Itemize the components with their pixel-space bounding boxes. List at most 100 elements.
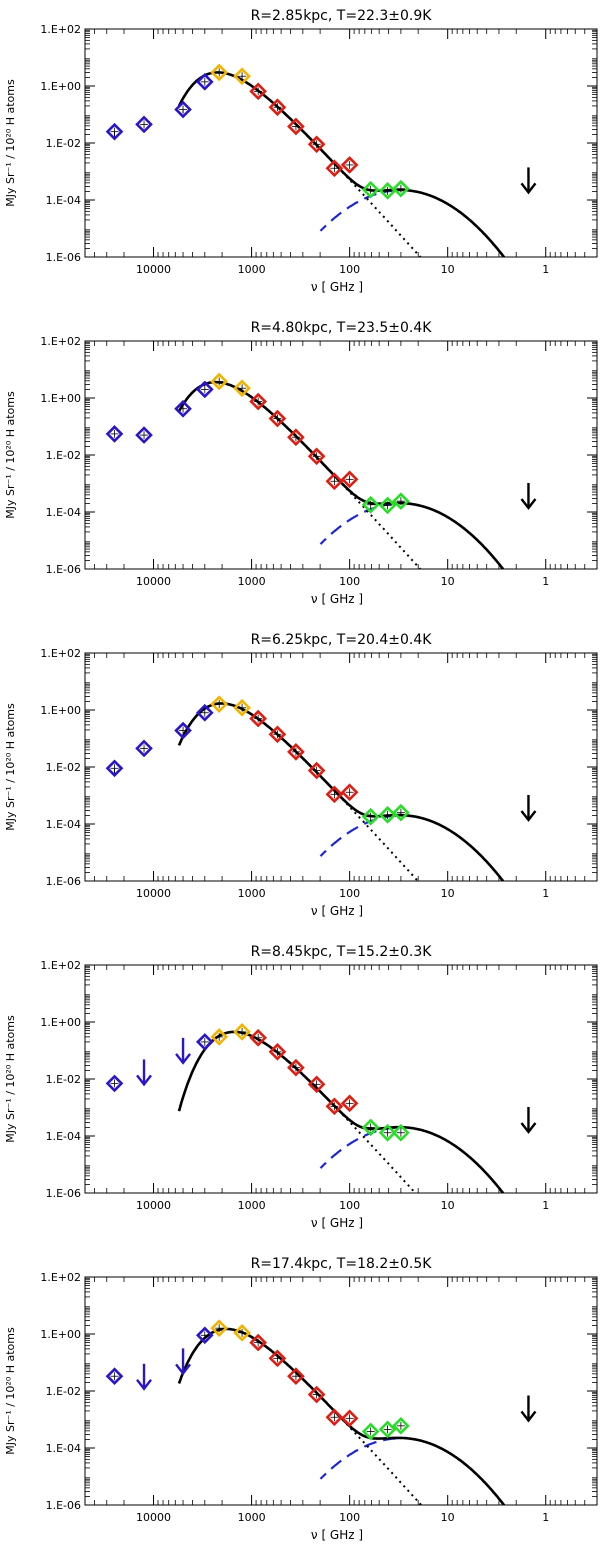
- x-tick-label: 10000: [136, 887, 171, 900]
- data-point: [210, 63, 229, 82]
- data-point: [307, 1075, 326, 1094]
- data-point: [105, 759, 124, 778]
- data-point: [195, 1326, 214, 1345]
- data-point: [392, 179, 410, 198]
- y-tick-label: 1.E-02: [46, 1385, 81, 1398]
- data-point: [340, 783, 359, 802]
- x-tick-label: 10000: [136, 263, 171, 276]
- upper-limit-arrowhead: [520, 1122, 537, 1134]
- data-point: [340, 1409, 359, 1428]
- data-point: [325, 1097, 344, 1116]
- data-point: [325, 1408, 344, 1427]
- x-tick-label: 100: [339, 263, 360, 276]
- x-tick-label: 1000: [238, 263, 266, 276]
- x-tick-label: 100: [339, 1199, 360, 1212]
- y-axis-title: MJy Sr⁻¹ / 10²⁰ H atoms: [4, 79, 17, 207]
- y-tick-label: 1.E-04: [46, 506, 81, 519]
- data-point: [210, 1028, 229, 1046]
- spinning-dust-curve: [319, 1126, 396, 1169]
- chart-title: R=17.4kpc, T=18.2±0.5K: [251, 1256, 433, 1272]
- y-tick-label: 1.E+00: [40, 704, 81, 717]
- y-tick-label: 1.E+02: [40, 959, 81, 972]
- x-tick-label: 1000: [238, 887, 266, 900]
- data-point: [195, 72, 214, 91]
- upper-limit-arrowhead: [520, 182, 537, 195]
- x-tick-label: 10000: [136, 1199, 171, 1212]
- total-model-curve: [177, 71, 506, 257]
- thermal-dust-curve: [329, 158, 422, 257]
- data-point: [361, 807, 380, 826]
- y-tick-label: 1.E+02: [40, 1271, 81, 1284]
- upper-limit-arrowhead: [520, 810, 537, 822]
- x-tick-label: 10: [441, 263, 455, 276]
- data-point: [378, 496, 397, 515]
- total-model-curve: [177, 1030, 505, 1193]
- plot-frame: [84, 340, 598, 570]
- data-point: [233, 379, 251, 398]
- data-point: [340, 470, 359, 489]
- data-point: [174, 721, 192, 740]
- upper-limit-arrowhead: [520, 498, 537, 510]
- x-tick-label: 10000: [136, 1511, 171, 1524]
- data-point: [268, 409, 287, 428]
- data-point: [135, 739, 153, 758]
- x-tick-label: 10: [441, 1199, 455, 1212]
- y-tick-label: 1.E-02: [46, 761, 81, 774]
- y-axis-title: MJy Sr⁻¹ / 10²⁰ H atoms: [4, 391, 17, 519]
- data-point: [392, 1416, 410, 1435]
- data-point: [287, 1367, 305, 1386]
- y-tick-label: 1.E-02: [46, 137, 81, 150]
- x-tick-label: 1000: [238, 575, 266, 588]
- chart-title: R=8.45kpc, T=15.2±0.3K: [251, 944, 433, 960]
- data-point: [307, 761, 326, 780]
- data-point: [268, 98, 287, 117]
- chart-title: R=2.85kpc, T=22.3±0.9K: [251, 8, 433, 24]
- plot-area: [105, 695, 537, 881]
- x-tick-label: 10000: [136, 575, 171, 588]
- chart-title: R=6.25kpc, T=20.4±0.4K: [251, 632, 433, 648]
- data-point: [287, 743, 305, 761]
- x-axis-title: ν [ GHz ]: [311, 1528, 363, 1542]
- x-axis-title: ν [ GHz ]: [311, 592, 363, 606]
- y-tick-label: 1.E+00: [40, 1328, 81, 1341]
- y-tick-label: 1.E+02: [40, 23, 81, 36]
- spinning-dust-curve: [319, 814, 396, 857]
- y-axis-title: MJy Sr⁻¹ / 10²⁰ H atoms: [4, 1327, 17, 1455]
- data-point: [325, 785, 344, 804]
- y-tick-label: 1.E-06: [46, 1187, 81, 1200]
- x-tick-label: 10: [441, 575, 455, 588]
- y-tick-label: 1.E-06: [46, 251, 81, 264]
- x-tick-label: 1000: [238, 1511, 266, 1524]
- y-tick-label: 1.E-04: [46, 1130, 81, 1143]
- data-point: [392, 492, 410, 511]
- data-point: [307, 447, 326, 466]
- y-tick-label: 1.E+00: [40, 1016, 81, 1029]
- upper-limit-arrowhead: [175, 1053, 191, 1065]
- data-point: [340, 1094, 359, 1113]
- x-tick-label: 100: [339, 887, 360, 900]
- x-tick-label: 1: [542, 263, 549, 276]
- plot-area: [105, 372, 537, 569]
- plot-frame: [84, 964, 598, 1194]
- data-point: [249, 1333, 267, 1352]
- x-tick-label: 1: [542, 1511, 549, 1524]
- panel-3: R=6.25kpc, T=20.4±0.4K 1.E-06 1.E-04 1.E-02…: [4, 632, 598, 918]
- y-tick-label: 1.E+02: [40, 647, 81, 660]
- x-tick-label: 1: [542, 1199, 549, 1212]
- data-point: [233, 1323, 251, 1342]
- data-point: [268, 1349, 287, 1368]
- x-tick-label: 1000: [238, 1199, 266, 1212]
- panel-1: R=2.85kpc, T=22.3±0.9K 1.E-06 1.E-04 1.E-02…: [4, 8, 598, 294]
- data-point: [233, 67, 251, 86]
- data-point: [361, 495, 380, 514]
- data-point: [174, 399, 192, 418]
- data-point: [174, 100, 192, 119]
- data-point: [307, 1385, 326, 1404]
- x-tick-label: 10: [441, 887, 455, 900]
- data-point: [392, 1123, 410, 1142]
- upper-limit-arrowhead: [136, 1074, 152, 1087]
- x-tick-label: 100: [339, 1511, 360, 1524]
- data-point: [287, 117, 305, 136]
- data-point: [249, 82, 267, 101]
- y-tick-label: 1.E+00: [40, 392, 81, 405]
